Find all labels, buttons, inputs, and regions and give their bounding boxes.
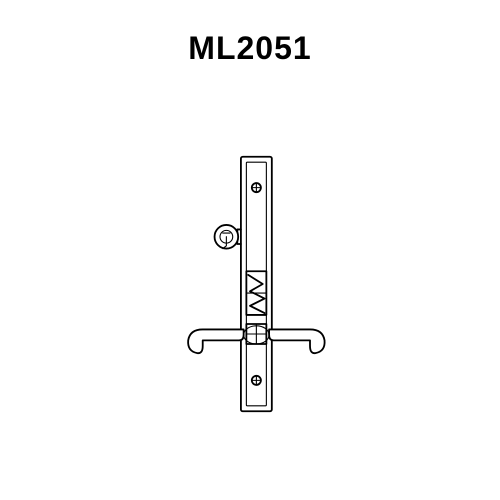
lever-right — [269, 329, 325, 353]
latch-window — [246, 271, 266, 315]
page: ML2051 — [0, 0, 500, 500]
key-cylinder — [215, 224, 241, 248]
lever-left — [188, 329, 244, 353]
lock-diagram — [150, 134, 350, 434]
screw-bottom — [252, 375, 261, 384]
drawing-area — [0, 67, 500, 500]
model-title: ML2051 — [188, 30, 311, 67]
screw-top — [252, 183, 261, 192]
